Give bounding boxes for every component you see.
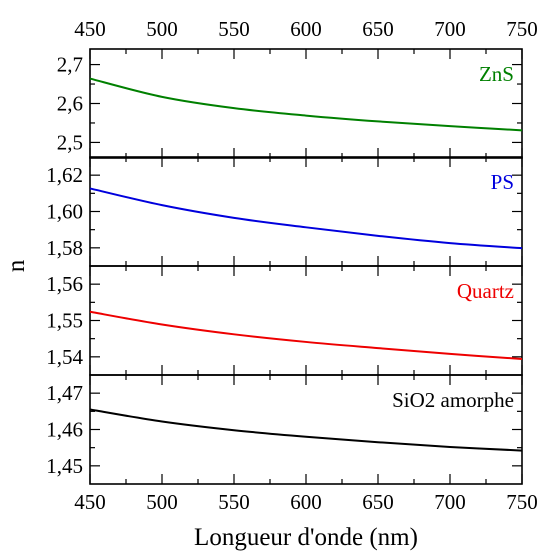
panel-label: ZnS xyxy=(479,62,514,86)
panel-frame xyxy=(89,156,523,267)
x-tick-label-top: 450 xyxy=(74,17,106,41)
x-tick-label-bottom: 500 xyxy=(146,490,178,514)
x-axis-title: Longueur d'onde (nm) xyxy=(194,524,418,551)
y-tick-label: 1,62 xyxy=(46,163,83,187)
y-tick-label: 2,5 xyxy=(57,130,83,154)
panels-group: 2,5 2,6 2,7 ZnS 1,58 1,60 1,62 PS 1,54 1,55 1,56 Qu… xyxy=(46,48,523,485)
x-tick-label-top: 500 xyxy=(146,17,178,41)
x-tick-label-top: 750 xyxy=(506,17,538,41)
panel-label: SiO2 amorphe xyxy=(392,388,514,412)
panel-2: 1,54 1,55 1,56 Quartz xyxy=(46,265,523,376)
x-tick-label-bottom: 750 xyxy=(506,490,538,514)
y-tick-label: 1,45 xyxy=(46,454,83,478)
y-axis-title: n xyxy=(3,259,30,272)
x-tick-label-bottom: 450 xyxy=(74,490,106,514)
panel-label: Quartz xyxy=(457,279,514,303)
panel-3: 1,45 1,46 1,47 SiO2 amorphe xyxy=(46,374,523,485)
y-tick-label: 1,47 xyxy=(46,381,83,405)
y-tick-label: 1,58 xyxy=(46,236,83,260)
series-line-1 xyxy=(89,187,523,250)
series-line-2 xyxy=(89,310,523,361)
x-axis-top: 450 500 550 600 650 700 750 xyxy=(74,17,538,41)
x-axis-bottom: 450 500 550 600 650 700 750 xyxy=(74,490,538,514)
y-tick-label: 1,60 xyxy=(46,200,83,224)
panel-0: 2,5 2,6 2,7 ZnS xyxy=(57,48,523,159)
x-tick-label-bottom: 550 xyxy=(218,490,250,514)
y-tick-label: 2,7 xyxy=(57,53,83,77)
y-tick-label: 1,55 xyxy=(46,309,83,333)
y-tick-label: 1,54 xyxy=(46,345,83,369)
x-tick-label-top: 700 xyxy=(434,17,466,41)
panel-label: PS xyxy=(491,170,514,194)
y-tick-label: 1,56 xyxy=(46,272,83,296)
x-tick-label-top: 650 xyxy=(362,17,394,41)
series-line-3 xyxy=(89,408,523,452)
x-tick-label-bottom: 650 xyxy=(362,490,394,514)
y-tick-label: 1,46 xyxy=(46,418,83,442)
x-tick-label-bottom: 700 xyxy=(434,490,466,514)
x-tick-label-top: 550 xyxy=(218,17,250,41)
series-line-0 xyxy=(89,77,523,132)
x-tick-label-top: 600 xyxy=(290,17,322,41)
panel-1: 1,58 1,60 1,62 PS xyxy=(46,156,523,267)
y-tick-label: 2,6 xyxy=(57,92,83,116)
panel-frame xyxy=(89,48,523,159)
x-tick-label-bottom: 600 xyxy=(290,490,322,514)
